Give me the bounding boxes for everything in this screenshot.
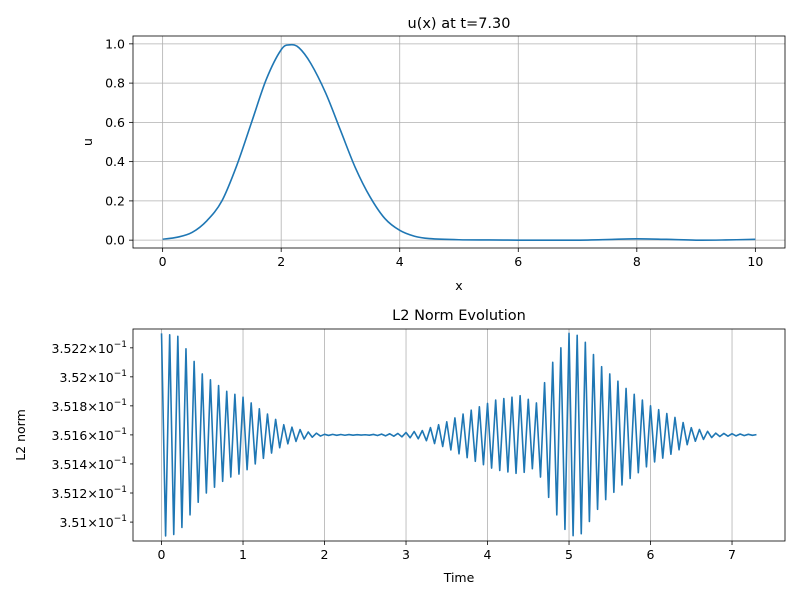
bottom-y-tick-label: 3.518×10−1 [52,398,127,414]
top-chart-xlabel: x [455,278,462,293]
bottom-y-tick-mantissa: 3.52 [59,370,87,385]
bottom-y-tick-mantissa: 3.51 [59,515,87,530]
top-y-tick-label: 0.2 [105,193,125,208]
bottom-y-tick-base: 10 [98,370,114,385]
bottom-y-tick-label: 3.516×10−1 [52,427,127,443]
bottom-x-tick-label: 7 [728,547,736,562]
top-chart-series [162,43,756,241]
bottom-y-tick-label: 3.52×10−1 [59,369,127,385]
bottom-chart-title: L2 Norm Evolution [392,308,526,324]
top-chart-ticks: 0 2 4 6 8 10 0.0 0.2 0.4 0.6 0.8 1.0 [105,36,763,269]
bottom-y-tick-base: 10 [98,457,114,472]
bottom-y-tick-label: 3.522×10−1 [52,340,127,356]
top-chart-title: u(x) at t=7.30 [408,16,511,32]
bottom-chart-ticks: 0 1 2 3 4 5 6 73.51×10−13.512×10−13.514×10−13.5… [52,340,736,562]
bottom-y-tick-base: 10 [98,341,114,356]
top-chart-grid [133,36,785,248]
top-y-tick-label: 0.8 [105,76,125,91]
top-chart-ylabel: u [80,138,95,146]
top-x-tick-label: 2 [277,254,285,269]
top-x-tick-label: 6 [514,254,522,269]
top-x-tick-label: 4 [396,254,404,269]
bottom-y-tick-mantissa: 3.514 [52,457,88,472]
bottom-y-tick-label: 3.512×10−1 [52,485,127,501]
bottom-x-tick-label: 3 [402,547,410,562]
bottom-y-tick-base: 10 [98,515,114,530]
top-x-tick-label: 10 [747,254,763,269]
bottom-x-tick-label: 4 [484,547,492,562]
bottom-x-tick-label: 2 [321,547,329,562]
top-y-tick-label: 0.4 [105,154,125,169]
top-y-tick-label: 1.0 [105,36,125,51]
bottom-y-tick-mantissa: 3.512 [52,486,88,501]
top-y-tick-label: 0.0 [105,233,125,248]
top-series-line [162,43,756,241]
bottom-x-tick-label: 5 [565,547,573,562]
bottom-y-tick-times: × [87,399,97,414]
bottom-x-tick-label: 6 [647,547,655,562]
bottom-y-tick-mantissa: 3.522 [52,341,88,356]
bottom-chart: 0 1 2 3 4 5 6 73.51×10−13.512×10−13.514×10−13.5… [13,308,786,585]
bottom-y-tick-base: 10 [98,428,114,443]
bottom-y-tick-exponent: −1 [114,485,127,495]
bottom-y-tick-times: × [87,457,97,472]
top-chart: 0 2 4 6 8 10 0.0 0.2 0.4 0.6 0.8 1.0 u(x) at t=7.30… [80,16,786,293]
bottom-y-tick-label: 3.514×10−1 [52,456,127,472]
bottom-y-tick-exponent: −1 [114,514,127,524]
top-chart-frame [132,35,786,249]
bottom-x-tick-label: 1 [239,547,247,562]
bottom-y-tick-exponent: −1 [114,398,127,408]
bottom-y-tick-exponent: −1 [114,369,127,379]
bottom-chart-grid [161,329,733,541]
bottom-y-tick-exponent: −1 [114,340,127,350]
bottom-y-tick-base: 10 [98,486,114,501]
bottom-series-line [160,332,757,537]
bottom-y-tick-base: 10 [98,399,114,414]
bottom-chart-frame [132,328,786,542]
bottom-y-tick-times: × [87,486,97,501]
top-y-tick-label: 0.6 [105,115,125,130]
bottom-y-tick-mantissa: 3.516 [52,428,88,443]
bottom-y-tick-times: × [87,370,97,385]
bottom-chart-xlabel: Time [443,570,475,585]
bottom-y-tick-label: 3.51×10−1 [59,514,127,530]
bottom-chart-series [160,332,757,537]
top-x-tick-label: 0 [159,254,167,269]
bottom-y-tick-mantissa: 3.518 [52,399,88,414]
bottom-x-tick-label: 0 [158,547,166,562]
bottom-y-tick-times: × [87,341,97,356]
bottom-y-tick-exponent: −1 [114,456,127,466]
bottom-y-tick-times: × [87,428,97,443]
bottom-chart-ylabel: L2 norm [13,409,28,461]
bottom-y-tick-exponent: −1 [114,427,127,437]
top-x-tick-label: 8 [633,254,641,269]
bottom-y-tick-times: × [87,515,97,530]
